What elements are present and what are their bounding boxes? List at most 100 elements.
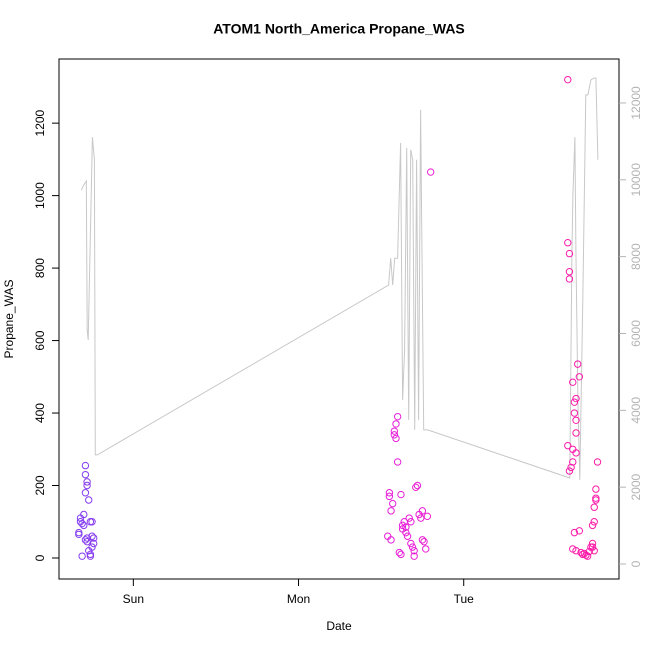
y-tick-label: 200 — [33, 475, 47, 495]
data-point — [390, 427, 399, 435]
y2-tick-label: 0 — [629, 560, 643, 567]
data-point — [575, 373, 584, 381]
data-point — [392, 420, 400, 428]
data-point — [393, 458, 402, 466]
data-point — [564, 75, 572, 84]
data-point — [590, 547, 598, 555]
data-point — [564, 441, 572, 450]
data-point — [569, 458, 577, 466]
y-tick-label: 800 — [33, 258, 47, 278]
data-point — [412, 483, 420, 492]
data-point — [390, 431, 399, 439]
data-point — [88, 518, 96, 526]
data-point — [393, 412, 402, 421]
data-point — [89, 539, 98, 548]
data-point — [572, 416, 580, 424]
y-tick-label: 1000 — [33, 182, 47, 209]
x-tick-label: Sun — [123, 592, 144, 606]
data-point — [588, 521, 597, 530]
y2-tick-label: 12000 — [629, 86, 643, 120]
data-point — [593, 458, 602, 466]
data-point — [426, 168, 435, 176]
chart-title: ATOM1 North_America Propane_WAS — [213, 21, 465, 37]
data-point — [565, 268, 574, 276]
data-point — [567, 463, 575, 472]
data-point — [592, 485, 600, 493]
data-point — [407, 518, 415, 526]
data-point — [417, 514, 425, 522]
data-point — [88, 543, 96, 551]
data-point — [570, 398, 579, 406]
data-point — [570, 528, 579, 537]
y2-tick-label: 10000 — [629, 163, 643, 197]
data-point — [78, 519, 86, 528]
plot-frame — [58, 58, 620, 580]
data-point — [565, 249, 574, 258]
data-point — [402, 523, 410, 531]
x-axis-title: Date — [326, 619, 352, 633]
data-point — [572, 429, 580, 437]
data-point — [80, 510, 88, 519]
data-point — [564, 239, 572, 247]
data-point — [407, 539, 415, 548]
data-point — [89, 534, 98, 542]
data-point — [565, 467, 574, 475]
data-point — [397, 490, 405, 499]
data-point — [592, 496, 600, 504]
data-point — [422, 545, 430, 553]
data-point — [588, 539, 597, 548]
data-point — [588, 543, 597, 551]
data-point — [385, 492, 394, 501]
secondary-line — [80, 77, 599, 480]
data-point — [81, 536, 90, 544]
data-point — [572, 547, 580, 555]
x-tick-label: Tue — [454, 592, 475, 606]
data-point — [392, 434, 400, 443]
x-tick-label: Mon — [287, 592, 310, 606]
data-point — [395, 548, 403, 557]
data-point — [420, 537, 428, 546]
data-point — [565, 275, 574, 283]
data-point — [83, 478, 91, 486]
data-point — [85, 496, 93, 504]
data-point — [86, 552, 95, 560]
y2-tick-label: 2000 — [629, 474, 643, 501]
y-tick-label: 400 — [33, 403, 47, 423]
y2-tick-label: 4000 — [629, 397, 643, 424]
data-point — [572, 394, 580, 403]
y2-tick-label: 8000 — [629, 243, 643, 270]
data-point — [88, 532, 96, 540]
data-point — [75, 530, 83, 539]
data-point — [78, 552, 86, 560]
data-point — [385, 489, 394, 497]
data-point — [81, 461, 90, 470]
data-point — [574, 360, 582, 368]
data-point — [575, 527, 584, 535]
data-point — [569, 378, 577, 386]
y-tick-label: 0 — [33, 554, 47, 561]
data-point — [410, 547, 418, 555]
data-point — [408, 543, 417, 551]
y-tick-label: 600 — [33, 330, 47, 350]
data-point — [397, 550, 405, 559]
data-point — [590, 503, 598, 511]
data-point — [583, 552, 592, 560]
data-point — [402, 528, 410, 537]
data-point — [405, 514, 413, 522]
data-point — [590, 518, 598, 526]
data-point — [81, 470, 90, 479]
data-point — [80, 521, 88, 530]
data-point — [410, 552, 418, 560]
data-point — [570, 409, 579, 417]
data-point — [572, 449, 580, 457]
data-point — [418, 507, 427, 515]
y-tick-label: 1200 — [33, 109, 47, 136]
data-point — [423, 512, 432, 521]
data-point — [83, 537, 91, 546]
y2-tick-label: 6000 — [629, 320, 643, 347]
y-axis-title: Propane_WAS — [2, 280, 16, 359]
data-point — [418, 536, 427, 544]
data-point — [413, 481, 422, 490]
data-point — [81, 489, 90, 497]
data-point — [387, 536, 395, 544]
